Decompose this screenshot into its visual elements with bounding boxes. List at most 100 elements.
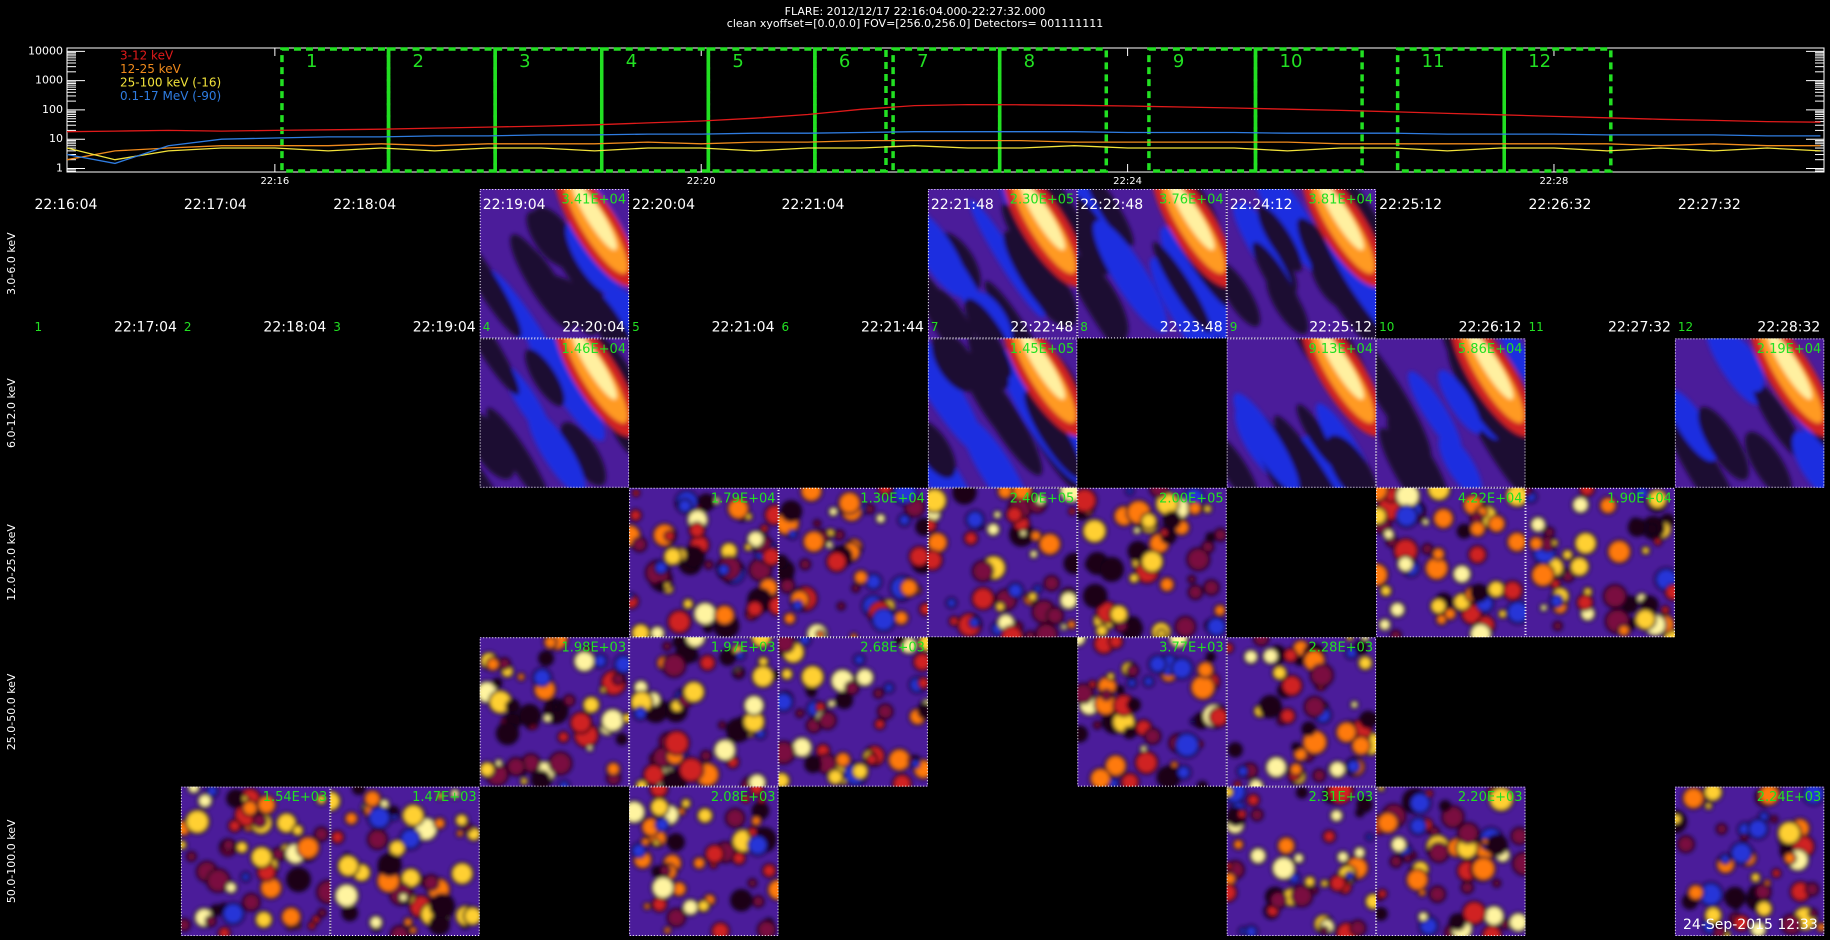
image-border [927,189,1078,339]
blob [389,924,410,936]
blob [1497,608,1508,620]
image-max: 2.68E+03 [860,641,925,656]
image-texture [927,487,1078,638]
blob [696,806,714,825]
blob [1561,548,1574,561]
blob [196,792,214,809]
blob [1468,519,1487,538]
blob [1108,604,1130,625]
blob [1295,786,1309,799]
blob [710,921,731,936]
image-border [927,487,1078,638]
blob [629,592,635,601]
blob [611,672,625,686]
blob [692,856,707,871]
interval-box [280,47,391,173]
blob [970,586,996,611]
image-max: 1.46E+04 [562,342,627,357]
blob [368,914,384,931]
image-border [1674,786,1825,936]
blob [581,695,601,715]
blob [1288,761,1304,777]
blob [767,595,779,617]
blob [1208,706,1227,728]
blob [1431,546,1446,562]
blob [745,599,764,618]
legend-entry: 25-100 keV (-16) [120,76,221,90]
x-tick-label: 22:16 [260,176,289,187]
blob [1468,622,1493,638]
blob [1252,637,1270,647]
blob [915,517,928,537]
image-panel [1226,189,1377,339]
blob [697,493,716,512]
blob [241,892,261,912]
image-texture [1226,786,1377,936]
blob [631,488,641,498]
image-max: 3.77E+03 [1159,641,1224,656]
blob [780,667,794,681]
image-panel [927,189,1078,339]
image-max: 1.30E+04 [860,491,925,506]
blob [1319,925,1330,936]
blob [1481,924,1503,936]
blob [1264,755,1288,779]
interval-number: 7 [917,51,928,72]
blob [1402,853,1413,864]
blob [791,598,805,612]
image-texture [1376,786,1526,936]
blob [1616,623,1631,638]
image-texture [1525,487,1675,638]
blob [280,906,302,928]
image-panel [1674,786,1825,936]
start-time: 22:20:04 [632,197,695,213]
blob [1719,852,1732,866]
blob [1336,850,1350,864]
blob [1077,682,1095,705]
streak [560,422,607,487]
blob [333,882,360,909]
streak [1319,189,1364,250]
blob [205,786,219,798]
blob [224,880,238,895]
x-tick-label: 22:24 [1113,176,1142,187]
blob [1105,671,1116,682]
blob [1059,622,1069,632]
blob [912,651,928,672]
blob [817,710,838,731]
blob [1747,817,1769,840]
blob [1120,772,1140,787]
blob [1426,487,1452,502]
interval-number: 3 [519,51,530,72]
blob [1505,487,1526,508]
blob [1319,878,1330,889]
streak [1233,393,1300,488]
blob [1244,924,1259,936]
image-max: 4.22E+04 [1458,491,1523,506]
blob [666,609,692,635]
blob [1543,526,1555,538]
blob [826,698,837,709]
blob [1530,562,1556,588]
blob [1749,920,1768,936]
interval-number: 4 [626,51,637,72]
blob [204,914,218,928]
end-time: 22:26:12 [1459,319,1522,335]
blob [1377,617,1392,632]
blob [994,600,1007,613]
blob [1158,576,1176,593]
start-time: 22:27:32 [1678,197,1741,213]
blob [402,916,414,928]
blob [748,786,765,797]
blob [730,888,753,912]
streak [1310,254,1352,309]
interval-number: 9 [1173,51,1184,72]
blob [271,846,286,862]
blob [605,761,622,777]
interval-id: 5 [632,320,640,334]
blob [1125,487,1135,496]
blob [397,891,410,904]
end-time: 22:27:32 [1608,319,1671,335]
blob [180,917,192,932]
blob [435,791,446,801]
